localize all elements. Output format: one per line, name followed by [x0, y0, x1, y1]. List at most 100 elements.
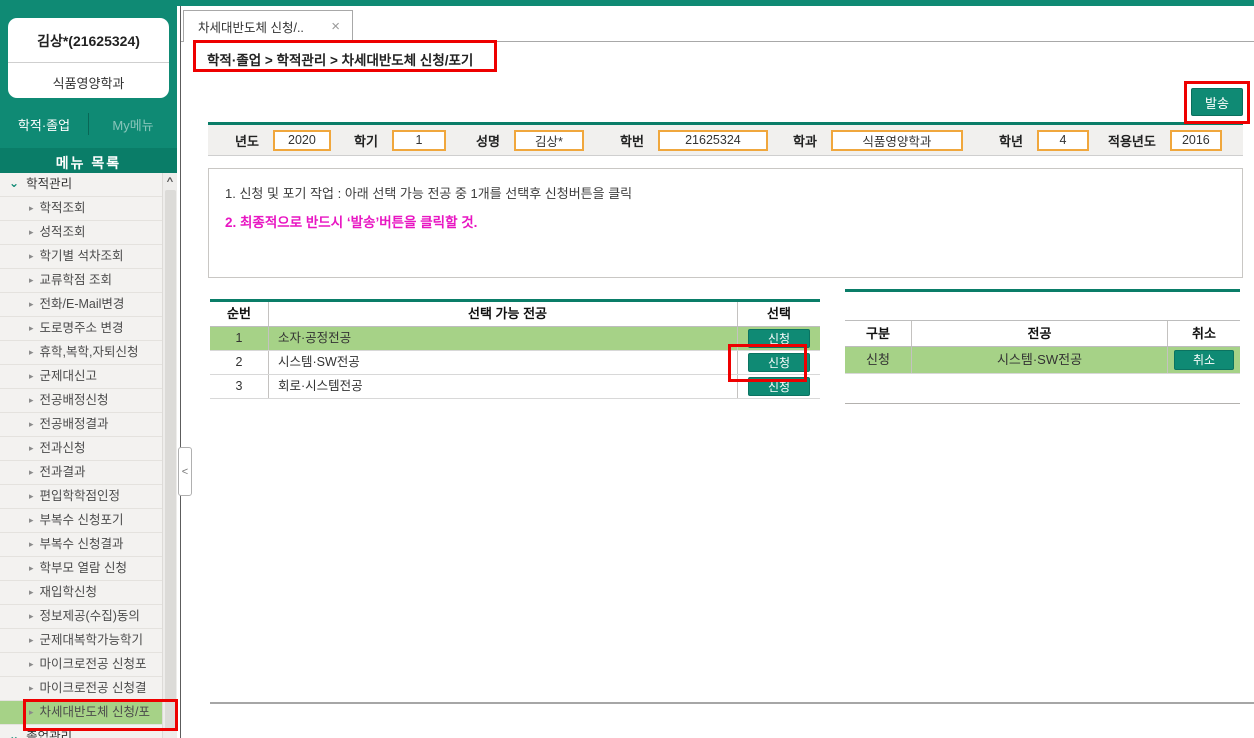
sidebar-item[interactable]: ▸ 성적조회	[0, 221, 162, 245]
sidebar-section-graduation[interactable]: ⌄ 졸업관리	[0, 725, 162, 738]
table-row: 신청 시스템·SW전공 취소	[845, 347, 1240, 374]
sidebar-item[interactable]: ▸ 학기별 석차조회	[0, 245, 162, 269]
sidebar-gutter	[177, 6, 181, 738]
year-label: 년도	[235, 133, 259, 149]
triangle-right-icon: ▸	[29, 323, 34, 333]
cancel-button[interactable]: 취소	[1174, 350, 1234, 370]
sidebar-item-label: 도로명주소 변경	[39, 321, 124, 335]
user-name: 김상*(21625324)	[37, 33, 140, 49]
sidebar-scrollbar[interactable]: ∧	[162, 173, 177, 738]
sidebar-item[interactable]: ▸ 군제대신고	[0, 365, 162, 389]
applied-year-label: 적용년도	[1108, 133, 1156, 149]
applied-major-body: 신청 시스템·SW전공 취소	[845, 347, 1240, 374]
major-name: 회로·시스템전공	[268, 375, 737, 398]
instructions-panel: 1. 신청 및 포기 작업 : 아래 선택 가능 전공 중 1개를 선택후 신청…	[208, 168, 1243, 278]
apply-button[interactable]: 신청	[748, 353, 810, 372]
sidebar-item-label: 학부모 열람 신청	[39, 561, 127, 575]
instruction-line-1: 1. 신청 및 포기 작업 : 아래 선택 가능 전공 중 1개를 선택후 신청…	[225, 186, 633, 201]
sidebar-item[interactable]: ▸ 정보제공(수집)동의	[0, 605, 162, 629]
sidebar-item[interactable]: ▸ 전공배정신청	[0, 389, 162, 413]
sidebar-item-label: 마이크로전공 신청결	[39, 681, 147, 695]
triangle-right-icon: ▸	[29, 275, 34, 285]
triangle-right-icon: ▸	[29, 299, 34, 309]
apply-type: 신청	[866, 352, 890, 367]
department-input[interactable]: 식품영양학과	[830, 129, 963, 151]
sidebar-item[interactable]: ▸ 군제대복학가능학기	[0, 629, 162, 653]
tab-close-icon[interactable]: ×	[331, 18, 340, 35]
major-name: 시스템·SW전공	[268, 351, 737, 374]
scroll-up-icon[interactable]: ∧	[165, 175, 175, 184]
document-tab[interactable]: 차세대반도체 신청/.. ×	[183, 10, 353, 42]
apply-button[interactable]: 신청	[748, 377, 810, 396]
student-id-input[interactable]: 21625324	[657, 129, 768, 151]
triangle-right-icon: ▸	[29, 563, 34, 573]
triangle-right-icon: ▸	[29, 539, 34, 549]
cancel-cell: 취소	[1167, 347, 1240, 373]
sidebar-tab-records[interactable]: 학적·졸업	[17, 117, 71, 133]
sidebar-item[interactable]: ▸ 마이크로전공 신청결	[0, 677, 162, 701]
triangle-right-icon: ▸	[29, 491, 34, 501]
apply-cell: 신청	[737, 327, 820, 350]
sidebar-section-records[interactable]: ⌄ 학적관리	[0, 173, 162, 197]
semester-field: 학기 1	[354, 125, 446, 155]
applied-year-input[interactable]: 2016	[1169, 129, 1222, 151]
chevron-down-icon: ⌄	[9, 728, 20, 738]
sidebar-item-label: 재입학신청	[39, 585, 98, 599]
sidebar-item[interactable]: ▸ 교류학점 조회	[0, 269, 162, 293]
tabstrip-line	[181, 41, 1254, 42]
semester-input[interactable]: 1	[391, 129, 446, 151]
sidebar-item[interactable]: ▸ 마이크로전공 신청포	[0, 653, 162, 677]
column-header: 전공	[911, 321, 1167, 346]
name-label: 성명	[476, 133, 500, 149]
sidebar-tab-mymenu[interactable]: My메뉴	[112, 117, 154, 133]
sidebar-item-label: 부복수 신청포기	[39, 513, 124, 527]
sidebar-item-label: 전공배정결과	[39, 417, 109, 431]
sidebar-item[interactable]: ▸ 전공배정결과	[0, 413, 162, 437]
column-header: 취소	[1167, 321, 1240, 346]
sidebar-item[interactable]: ▸ 편입학학점인정	[0, 485, 162, 509]
column-header: 구분	[866, 326, 890, 341]
section-label: 졸업관리	[26, 729, 73, 738]
triangle-right-icon: ▸	[29, 467, 34, 477]
sidebar-item[interactable]: ▸ 휴학,복학,자퇴신청	[0, 341, 162, 365]
applied-major-table: 구분 전공 취소 신청 시스템·SW전공 취소	[845, 320, 1240, 374]
sidebar-item[interactable]: ▸ 전과신청	[0, 437, 162, 461]
sidebar-item[interactable]: ▸ 도로명주소 변경	[0, 317, 162, 341]
sidebar-item[interactable]: ▸ 전화/E-Mail변경	[0, 293, 162, 317]
sidebar-item-label: 전과신청	[39, 441, 86, 455]
sidebar-item[interactable]: ▸ 차세대반도체 신청/포	[0, 701, 162, 725]
sidebar-item-label: 학기별 석차조회	[39, 249, 124, 263]
triangle-right-icon: ▸	[29, 443, 34, 453]
sidebar-item[interactable]: ▸ 재입학신청	[0, 581, 162, 605]
instruction-line-2: 2. 최종적으로 반드시 ‘발송’버튼을 클릭할 것.	[225, 215, 478, 230]
grade-input[interactable]: 4	[1036, 129, 1089, 151]
sidebar-collapse-button[interactable]: <	[178, 447, 192, 496]
sidebar-item-label: 군제대신고	[39, 369, 98, 383]
panel-splitter	[180, 6, 181, 738]
major-name: 시스템·SW전공	[911, 347, 1167, 373]
sidebar-item[interactable]: ▸ 학적조회	[0, 197, 162, 221]
scrollbar-thumb[interactable]	[165, 190, 176, 730]
triangle-right-icon: ▸	[29, 611, 34, 621]
sidebar-item[interactable]: ▸ 부복수 신청결과	[0, 533, 162, 557]
sidebar-item[interactable]: ▸ 전과결과	[0, 461, 162, 485]
row-number: 2	[235, 355, 243, 369]
sidebar-item[interactable]: ▸ 부복수 신청포기	[0, 509, 162, 533]
triangle-right-icon: ▸	[29, 587, 34, 597]
applied-table-topline	[845, 289, 1240, 292]
send-button[interactable]: 발송	[1191, 88, 1243, 116]
apply-button[interactable]: 신청	[748, 329, 810, 348]
triangle-right-icon: ▸	[29, 659, 34, 669]
triangle-right-icon: ▸	[29, 635, 34, 645]
grade-field: 학년 4	[999, 125, 1089, 155]
triangle-right-icon: ▸	[29, 227, 34, 237]
department-label: 학과	[793, 133, 817, 149]
apply-cell: 신청	[737, 351, 820, 374]
sidebar-item[interactable]: ▸ 학부모 열람 신청	[0, 557, 162, 581]
year-input[interactable]: 2020	[272, 129, 331, 151]
sidebar-item-label: 전공배정신청	[39, 393, 109, 407]
column-header: 순번	[227, 306, 251, 321]
semester-label: 학기	[354, 133, 378, 149]
content-bottom-line	[210, 702, 1254, 704]
name-input[interactable]: 김상*	[513, 129, 584, 151]
